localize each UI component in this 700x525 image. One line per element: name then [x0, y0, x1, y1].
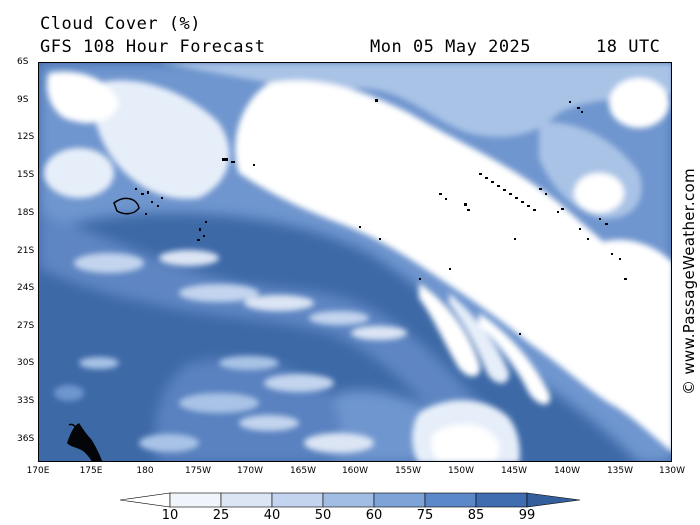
colorbar-label: 25 [212, 508, 230, 523]
lat-label: 24S [17, 283, 35, 293]
colorbar-swatch [322, 492, 375, 508]
colorbar-label: 75 [416, 508, 434, 523]
lon-label: 160W [341, 466, 369, 476]
colorbar-label: 40 [263, 508, 281, 523]
colorbar-label: 99 [518, 508, 536, 523]
forecast-subtitle: GFS 108 Hour Forecast [40, 37, 266, 57]
forecast-date: Mon 05 May 2025 [370, 37, 532, 57]
colorbar-swatch [424, 492, 477, 508]
colorbar-swatch [526, 492, 581, 508]
lat-label: 6S [17, 57, 29, 67]
colorbar-label: 10 [161, 508, 179, 523]
colorbar-swatch [169, 492, 222, 508]
lon-label: 145W [500, 466, 528, 476]
lat-label: 33S [17, 396, 35, 406]
lat-label: 30S [17, 358, 35, 368]
credit-text: © www.PassageWeather.com [680, 168, 698, 395]
colorbar-swatch [475, 492, 528, 508]
lon-label: 175E [79, 466, 103, 476]
lat-label: 21S [17, 246, 35, 256]
island-groups [67, 99, 627, 461]
colorbar-swatch [271, 492, 324, 508]
lat-label: 12S [17, 132, 35, 142]
lon-label: 135W [606, 466, 634, 476]
lat-label: 9S [17, 95, 29, 105]
colorbar-label: 50 [314, 508, 332, 523]
lat-label: 27S [17, 321, 35, 331]
forecast-time: 18 UTC [596, 37, 661, 57]
thick-cloud-layer [44, 63, 671, 461]
lon-label: 180 [136, 466, 154, 476]
colorbar-label: 60 [365, 508, 383, 523]
lat-label: 36S [17, 434, 35, 444]
lon-label: 175W [184, 466, 212, 476]
lon-label: 140W [553, 466, 581, 476]
colorbar-label: 85 [467, 508, 485, 523]
colorbar-swatch [119, 492, 171, 508]
lon-label: 170W [236, 466, 264, 476]
lon-label: 130W [658, 466, 686, 476]
lon-label: 150W [447, 466, 475, 476]
lat-label: 18S [17, 208, 35, 218]
lat-label: 15S [17, 170, 35, 180]
lon-label: 155W [394, 466, 422, 476]
lon-label: 170E [26, 466, 50, 476]
colorbar [119, 492, 581, 508]
map-title: Cloud Cover (%) [40, 14, 202, 34]
colorbar-swatch [220, 492, 273, 508]
colorbar-swatch [373, 492, 426, 508]
cloud-cover-map [38, 62, 672, 462]
cloud-field [39, 63, 671, 461]
lon-label: 165W [289, 466, 317, 476]
